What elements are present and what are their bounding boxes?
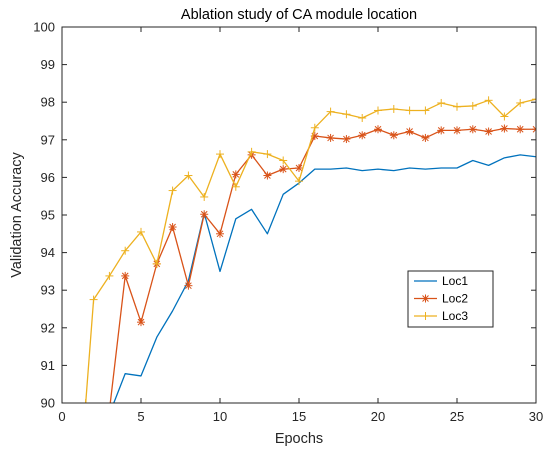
x-tick-label: 25 (450, 409, 464, 424)
x-tick-label: 30 (529, 409, 543, 424)
data-point-loc3 (310, 123, 319, 132)
data-point-loc2 (405, 127, 414, 136)
data-point-loc3 (279, 156, 288, 165)
data-point-loc3 (389, 104, 398, 113)
y-tick-label: 93 (41, 283, 55, 298)
data-point-loc2 (342, 135, 351, 144)
series-layer (81, 95, 536, 403)
legend-item-loc2: Loc2 (414, 292, 468, 306)
data-point-loc2 (137, 318, 145, 327)
data-point-loc2 (468, 125, 477, 134)
data-point-loc3 (374, 106, 382, 115)
data-point-loc2 (374, 125, 382, 134)
data-point-loc3 (421, 106, 430, 115)
plot-area (62, 27, 536, 403)
data-point-loc2 (358, 131, 367, 140)
data-point-loc3 (516, 98, 525, 107)
x-tick-label: 0 (58, 409, 65, 424)
y-tick-label: 95 (41, 208, 55, 223)
data-point-loc2 (121, 271, 130, 280)
data-point-loc2 (184, 281, 193, 290)
series-loc3 (81, 95, 536, 403)
data-point-loc2 (231, 170, 240, 179)
data-point-loc2 (295, 164, 303, 172)
data-point-loc2 (484, 127, 493, 136)
data-point-loc3 (263, 150, 272, 159)
y-tick-label: 97 (41, 132, 55, 147)
data-point-loc3 (500, 112, 509, 121)
data-point-loc3 (453, 102, 461, 111)
data-point-loc3 (81, 399, 90, 403)
legend-label: Loc1 (442, 274, 468, 288)
data-point-loc3 (89, 295, 98, 304)
data-point-loc2 (200, 210, 209, 219)
tick-layer: 0 5 10 15 20 25 30 90 91 92 93 94 95 96 97 98 99 100 (33, 20, 543, 425)
data-point-loc3 (247, 147, 256, 156)
data-point-loc3 (216, 150, 224, 159)
x-axis-label: Epochs (275, 431, 323, 447)
data-point-loc2 (168, 223, 177, 232)
data-point-loc3 (168, 186, 177, 195)
legend-marker (421, 294, 430, 303)
series-loc1 (113, 154, 536, 403)
y-tick-label: 90 (41, 396, 55, 411)
data-point-loc3 (152, 259, 161, 268)
data-point-loc3 (231, 182, 240, 191)
legend-item-loc3: Loc3 (414, 309, 468, 323)
data-point-loc3 (484, 96, 493, 105)
data-point-loc3 (326, 107, 335, 116)
data-point-loc3 (137, 227, 145, 236)
y-axis-label: Validation Accuracy (9, 152, 25, 278)
data-point-loc2 (421, 133, 430, 142)
x-tick-label: 20 (371, 409, 385, 424)
y-tick-label: 99 (41, 57, 55, 72)
data-point-loc3 (532, 95, 536, 104)
legend-item-loc1: Loc1 (414, 274, 468, 288)
legend: Loc1 Loc2 Loc3 (407, 270, 494, 328)
y-tick-label: 98 (41, 95, 55, 110)
y-tick-label: 100 (33, 20, 55, 35)
y-tick-label: 91 (41, 358, 55, 373)
data-point-loc3 (121, 246, 130, 255)
y-tick-label: 94 (41, 245, 55, 260)
x-tick-label: 10 (213, 409, 227, 424)
data-point-loc3 (200, 192, 209, 201)
data-point-loc2 (263, 171, 272, 180)
data-point-loc3 (358, 113, 367, 122)
data-point-loc2 (310, 132, 319, 141)
data-point-loc3 (405, 106, 414, 115)
data-point-loc2 (532, 125, 536, 134)
series-line-loc1 (113, 154, 536, 403)
x-tick-label: 15 (292, 409, 306, 424)
series-line-loc2 (109, 127, 536, 403)
data-point-loc2 (389, 131, 398, 140)
data-point-loc3 (468, 101, 477, 110)
series-loc2 (109, 124, 536, 403)
legend-marker (421, 312, 430, 320)
data-point-loc3 (437, 98, 446, 107)
data-point-loc3 (184, 171, 193, 180)
data-point-loc3 (105, 271, 114, 280)
data-point-loc2 (500, 124, 509, 133)
x-tick-label: 5 (137, 409, 144, 424)
chart-title: Ablation study of CA module location (181, 7, 417, 23)
data-point-loc2 (279, 165, 288, 174)
data-point-loc2 (326, 133, 335, 142)
legend-label: Loc3 (442, 309, 468, 323)
data-point-loc2 (453, 126, 461, 135)
data-point-loc3 (342, 110, 351, 119)
y-tick-label: 96 (41, 170, 55, 185)
data-point-loc2 (437, 126, 446, 135)
data-point-loc2 (516, 125, 525, 134)
y-tick-label: 92 (41, 320, 55, 335)
legend-label: Loc2 (442, 292, 468, 306)
data-point-loc3 (295, 177, 303, 186)
data-point-loc2 (216, 229, 224, 238)
